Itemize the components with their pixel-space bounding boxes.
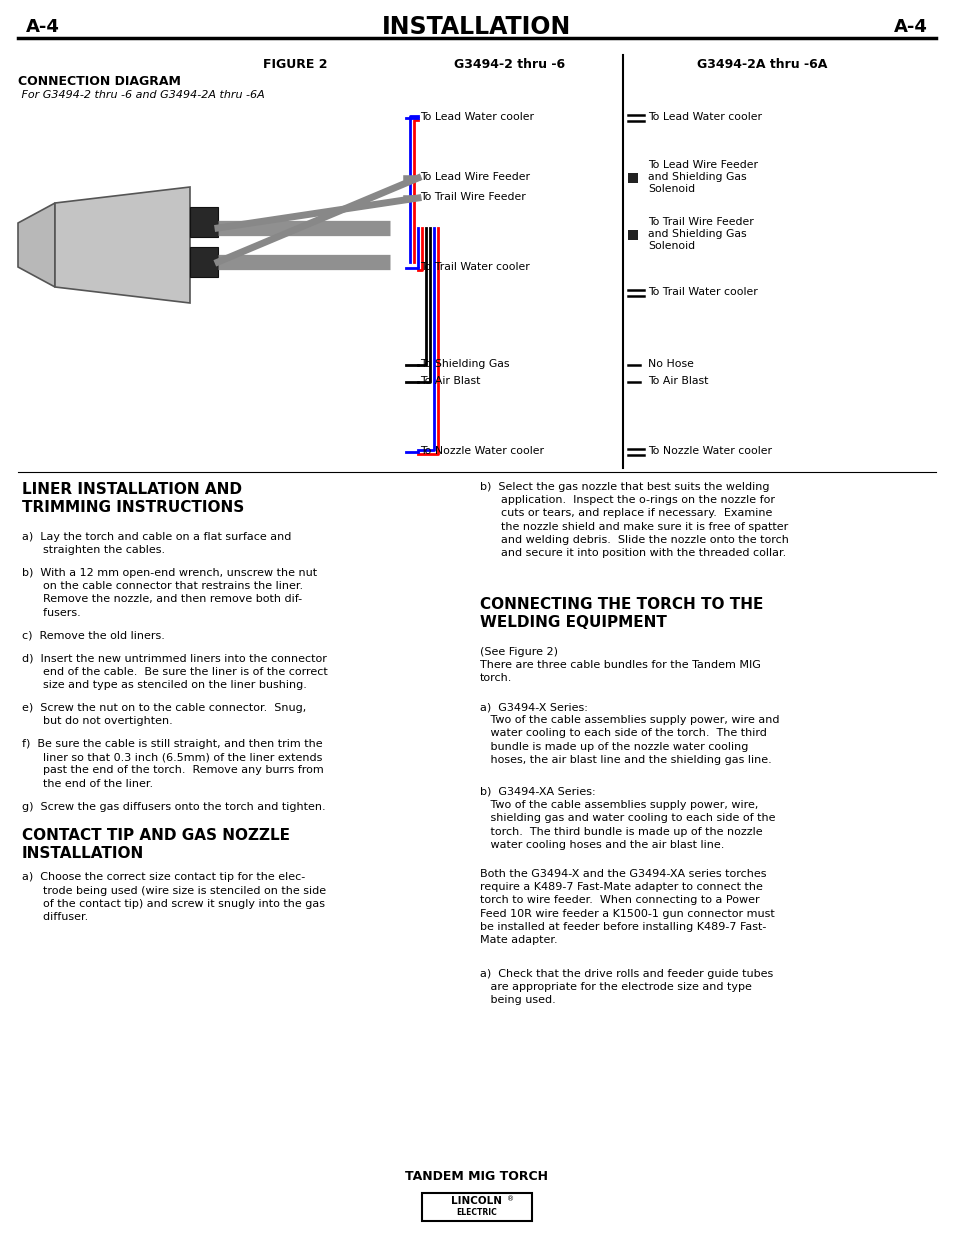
Text: To Trail Wire Feeder: To Trail Wire Feeder bbox=[419, 191, 525, 203]
Text: a)  Lay the torch and cable on a flat surface and
      straighten the cables.: a) Lay the torch and cable on a flat sur… bbox=[22, 532, 291, 556]
Text: WELDING EQUIPMENT: WELDING EQUIPMENT bbox=[479, 615, 666, 630]
Text: INSTALLATION: INSTALLATION bbox=[22, 846, 144, 862]
Text: CONNECTING THE TORCH TO THE: CONNECTING THE TORCH TO THE bbox=[479, 597, 762, 613]
Text: e)  Screw the nut on to the cable connector.  Snug,
      but do not overtighten: e) Screw the nut on to the cable connect… bbox=[22, 703, 306, 726]
Text: No Hose: No Hose bbox=[647, 359, 693, 369]
Text: To Trail Water cooler: To Trail Water cooler bbox=[647, 287, 757, 296]
Text: To Trail Wire Feeder
and Shielding Gas
Solenoid: To Trail Wire Feeder and Shielding Gas S… bbox=[647, 217, 753, 251]
Text: To Lead Wire Feeder: To Lead Wire Feeder bbox=[419, 172, 530, 182]
Text: a)  Choose the correct size contact tip for the elec-
      trode being used (wi: a) Choose the correct size contact tip f… bbox=[22, 872, 326, 923]
Text: To Lead Water cooler: To Lead Water cooler bbox=[419, 112, 534, 122]
Text: b)  Select the gas nozzle that best suits the welding
      application.  Inspec: b) Select the gas nozzle that best suits… bbox=[479, 482, 788, 558]
Text: CONTACT TIP AND GAS NOZZLE: CONTACT TIP AND GAS NOZZLE bbox=[22, 829, 290, 844]
Bar bbox=[627, 173, 638, 183]
Text: G3494-2A thru -6A: G3494-2A thru -6A bbox=[696, 58, 826, 70]
Text: a)  G3494-X Series:
   Two of the cable assemblies supply power, wire and
   wat: a) G3494-X Series: Two of the cable asse… bbox=[479, 701, 779, 764]
Text: ELECTRIC: ELECTRIC bbox=[456, 1208, 497, 1218]
Bar bbox=[190, 247, 218, 277]
Text: To Lead Wire Feeder
and Shielding Gas
Solenoid: To Lead Wire Feeder and Shielding Gas So… bbox=[647, 161, 758, 194]
Text: G3494-2 thru -6: G3494-2 thru -6 bbox=[454, 58, 565, 70]
Text: To Lead Water cooler: To Lead Water cooler bbox=[647, 112, 761, 122]
Text: LINER INSTALLATION AND: LINER INSTALLATION AND bbox=[22, 482, 242, 496]
Text: To Shielding Gas: To Shielding Gas bbox=[419, 359, 509, 369]
Text: (See Figure 2)
There are three cable bundles for the Tandem MIG
torch.: (See Figure 2) There are three cable bun… bbox=[479, 647, 760, 683]
Text: CONNECTION DIAGRAM: CONNECTION DIAGRAM bbox=[18, 75, 181, 88]
Text: To Air Blast: To Air Blast bbox=[647, 375, 708, 387]
Text: c)  Remove the old liners.: c) Remove the old liners. bbox=[22, 631, 165, 641]
Bar bbox=[627, 230, 638, 240]
Polygon shape bbox=[18, 203, 55, 287]
Text: INSTALLATION: INSTALLATION bbox=[382, 15, 571, 40]
Text: f)  Be sure the cable is still straight, and then trim the
      liner so that 0: f) Be sure the cable is still straight, … bbox=[22, 739, 323, 789]
Text: TRIMMING INSTRUCTIONS: TRIMMING INSTRUCTIONS bbox=[22, 500, 244, 515]
Text: A-4: A-4 bbox=[893, 19, 927, 36]
Text: To Nozzle Water cooler: To Nozzle Water cooler bbox=[419, 446, 543, 456]
Text: To Nozzle Water cooler: To Nozzle Water cooler bbox=[647, 446, 771, 456]
Polygon shape bbox=[55, 186, 190, 303]
Text: g)  Screw the gas diffusers onto the torch and tighten.: g) Screw the gas diffusers onto the torc… bbox=[22, 802, 325, 811]
Text: For G3494-2 thru -6 and G3494-2A thru -6A: For G3494-2 thru -6 and G3494-2A thru -6… bbox=[18, 90, 265, 100]
Text: A-4: A-4 bbox=[26, 19, 60, 36]
Text: TANDEM MIG TORCH: TANDEM MIG TORCH bbox=[405, 1170, 548, 1183]
Text: d)  Insert the new untrimmed liners into the connector
      end of the cable.  : d) Insert the new untrimmed liners into … bbox=[22, 653, 328, 690]
Text: FIGURE 2: FIGURE 2 bbox=[262, 58, 327, 70]
Text: Both the G3494-X and the G3494-XA series torches
require a K489-7 Fast-Mate adap: Both the G3494-X and the G3494-XA series… bbox=[479, 869, 774, 945]
Bar bbox=[190, 207, 218, 237]
Text: a)  Check that the drive rolls and feeder guide tubes
   are appropriate for the: a) Check that the drive rolls and feeder… bbox=[479, 969, 773, 1005]
Text: ®: ® bbox=[506, 1197, 514, 1203]
Text: To Trail Water cooler: To Trail Water cooler bbox=[419, 262, 529, 272]
FancyBboxPatch shape bbox=[421, 1193, 532, 1221]
Text: b)  With a 12 mm open-end wrench, unscrew the nut
      on the cable connector t: b) With a 12 mm open-end wrench, unscrew… bbox=[22, 568, 316, 618]
Text: To Air Blast: To Air Blast bbox=[419, 375, 480, 387]
Text: LINCOLN: LINCOLN bbox=[451, 1197, 502, 1207]
Text: b)  G3494-XA Series:
   Two of the cable assemblies supply power, wire,
   shiel: b) G3494-XA Series: Two of the cable ass… bbox=[479, 787, 775, 850]
